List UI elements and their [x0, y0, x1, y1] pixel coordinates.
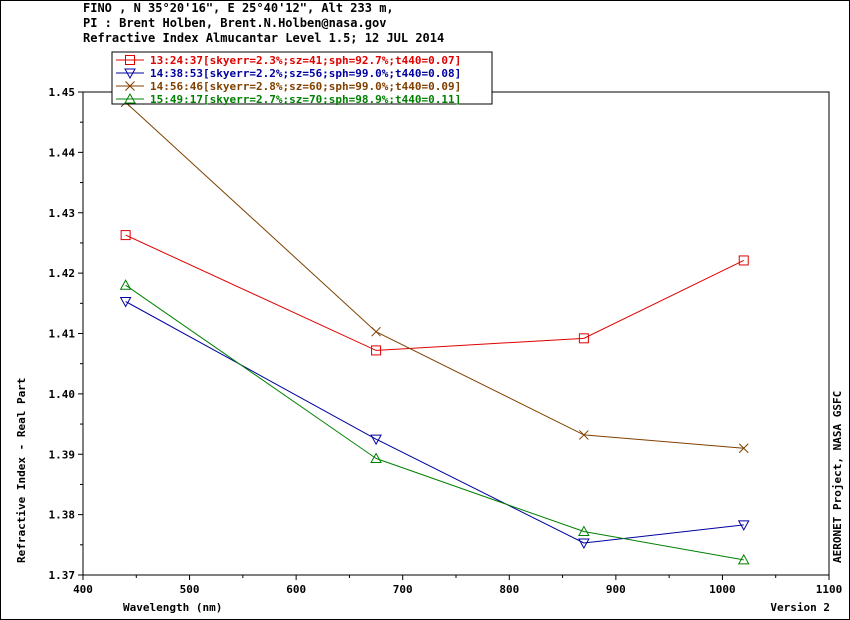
- y-tick-label-6: 1.43: [49, 207, 76, 220]
- series-1-point-1: [370, 434, 382, 446]
- series-2-point-3: [738, 443, 749, 454]
- y-tick-label-3: 1.40: [49, 388, 76, 401]
- y-tick-label-0: 1.37: [49, 569, 76, 582]
- series-3-point-0: [119, 279, 132, 290]
- legend-marker-0: [125, 55, 135, 65]
- legend-box: [111, 51, 493, 105]
- series-0-point-2: [578, 333, 589, 344]
- header-site: FINO , N 35°20'16", E 25°40'12", Alt 233…: [83, 1, 394, 15]
- legend-marker-3: [124, 92, 136, 104]
- series-line-3: [125, 284, 744, 561]
- series-1-point-2: [578, 538, 590, 550]
- x-tick-label-7: 1100: [816, 583, 843, 596]
- legend-marker-2: [125, 81, 135, 91]
- x-tick-label-2: 600: [286, 583, 306, 596]
- x-tick-label-4: 800: [499, 583, 519, 596]
- header-pi: PI : Brent Holben, Brent.N.Holben@nasa.g…: [83, 16, 387, 30]
- x-tick-label-0: 400: [73, 583, 93, 596]
- legend-entry-3: 15:49:17[skyerr=2.7%;sz=70;sph=98.9%;t44…: [150, 93, 461, 106]
- series-2-point-2: [579, 430, 589, 440]
- y-tick-label-8: 1.45: [49, 86, 76, 99]
- legend-entry-0: 13:24:37[skyerr=2.3%;sz=41;sph=92.7%;t44…: [150, 54, 461, 67]
- credit-label: AERONET Project, NASA GSFC: [831, 391, 844, 563]
- series-0-point-1: [371, 345, 382, 356]
- series-line-2: [125, 101, 744, 449]
- series-2-point-1: [371, 326, 381, 337]
- x-axis-label: Wavelength (nm): [123, 601, 222, 614]
- series-3-point-3: [737, 553, 750, 565]
- legend-entry-1: 14:38:53[skyerr=2.2%;sz=56;sph=99.0%;t44…: [150, 67, 461, 80]
- y-tick-label-4: 1.41: [49, 328, 76, 341]
- x-tick-label-3: 700: [393, 583, 413, 596]
- y-axis-label: Refractive Index - Real Part: [15, 378, 28, 563]
- x-tick-label-5: 900: [606, 583, 626, 596]
- y-tick-label-2: 1.39: [49, 448, 76, 461]
- series-line-0: [125, 234, 744, 351]
- y-tick-label-7: 1.44: [49, 146, 76, 159]
- header-product: Refractive Index Almucantar Level 1.5; 1…: [83, 31, 445, 45]
- version-label: Version 2: [770, 601, 830, 614]
- legend-entry-2: 14:56:46[skyerr=2.8%;sz=60;sph=99.0%;t44…: [150, 80, 461, 93]
- y-tick-label-1: 1.38: [49, 509, 76, 522]
- series-0-point-0: [120, 230, 131, 241]
- legend-marker-1: [124, 68, 136, 80]
- x-tick-label-6: 1000: [709, 583, 736, 596]
- series-0-point-3: [738, 255, 749, 266]
- series-line-1: [125, 301, 744, 544]
- series-3-point-1: [370, 452, 382, 463]
- series-1-point-3: [737, 520, 750, 531]
- y-tick-label-5: 1.42: [49, 267, 76, 280]
- series-3-point-2: [578, 525, 590, 537]
- x-tick-label-1: 500: [180, 583, 200, 596]
- series-1-point-0: [119, 297, 132, 308]
